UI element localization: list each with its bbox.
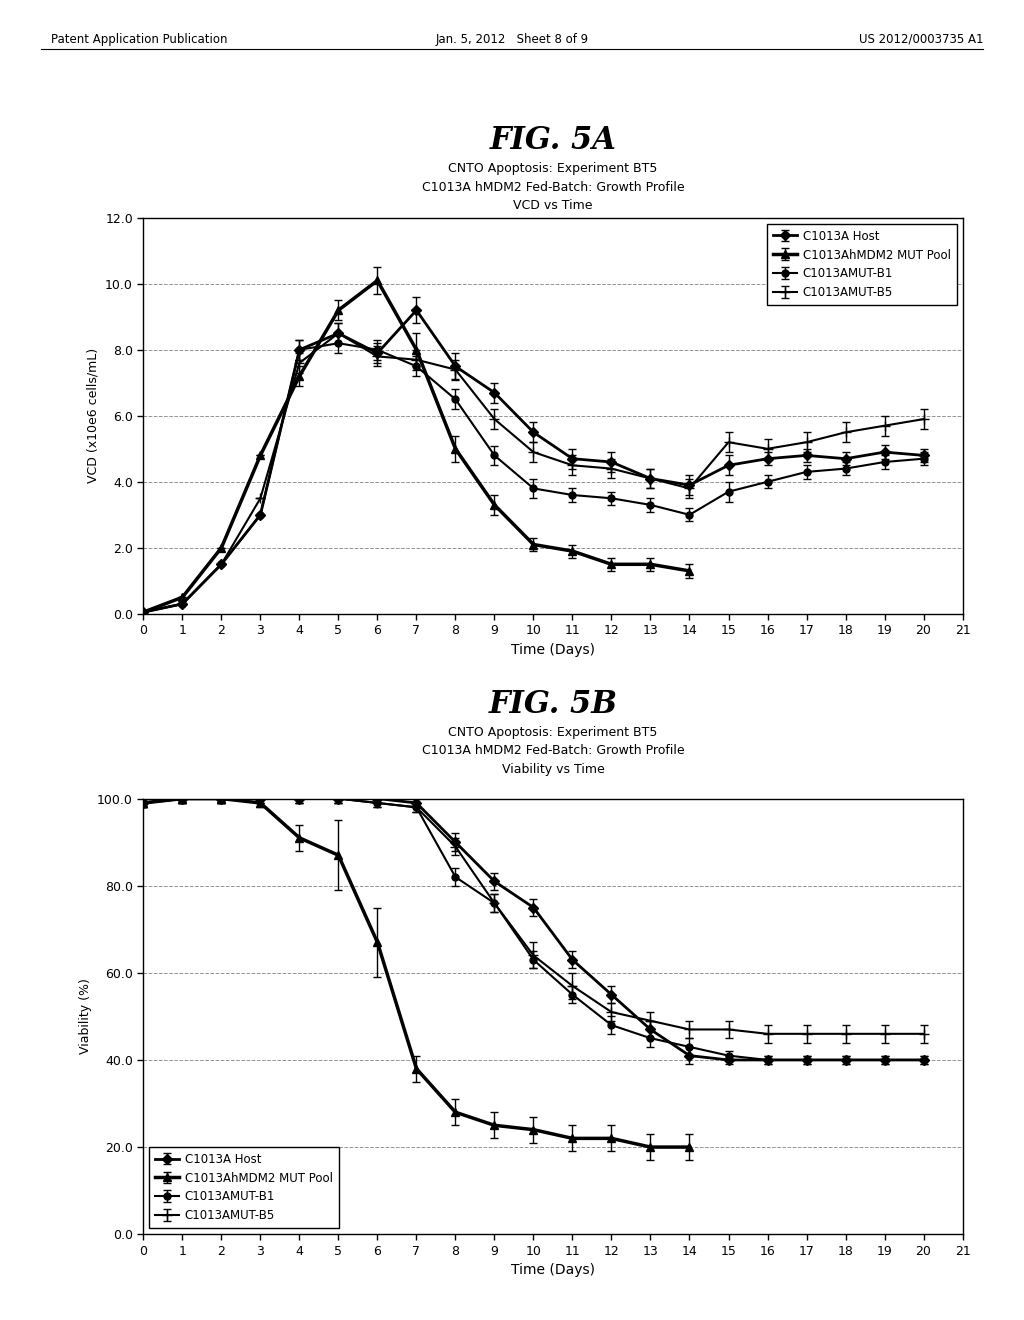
Text: CNTO Apoptosis: Experiment BT5: CNTO Apoptosis: Experiment BT5 [449,726,657,739]
Text: C1013A hMDM2 Fed-Batch: Growth Profile: C1013A hMDM2 Fed-Batch: Growth Profile [422,744,684,758]
Text: Patent Application Publication: Patent Application Publication [51,33,227,46]
Text: C1013A hMDM2 Fed-Batch: Growth Profile: C1013A hMDM2 Fed-Batch: Growth Profile [422,181,684,194]
Text: US 2012/0003735 A1: US 2012/0003735 A1 [858,33,983,46]
Text: CNTO Apoptosis: Experiment BT5: CNTO Apoptosis: Experiment BT5 [449,162,657,176]
Legend: C1013A Host, C1013AhMDM2 MUT Pool, C1013AMUT-B1, C1013AMUT-B5: C1013A Host, C1013AhMDM2 MUT Pool, C1013… [767,223,956,305]
Text: Viability vs Time: Viability vs Time [502,763,604,776]
Y-axis label: Viability (%): Viability (%) [79,978,91,1055]
Legend: C1013A Host, C1013AhMDM2 MUT Pool, C1013AMUT-B1, C1013AMUT-B5: C1013A Host, C1013AhMDM2 MUT Pool, C1013… [150,1147,339,1229]
Text: VCD vs Time: VCD vs Time [513,199,593,213]
Text: FIG. 5A: FIG. 5A [489,125,616,156]
X-axis label: Time (Days): Time (Days) [511,1263,595,1278]
Text: Jan. 5, 2012   Sheet 8 of 9: Jan. 5, 2012 Sheet 8 of 9 [435,33,589,46]
X-axis label: Time (Days): Time (Days) [511,643,595,657]
Text: FIG. 5B: FIG. 5B [488,689,617,719]
Y-axis label: VCD (x10e6 cells/mL): VCD (x10e6 cells/mL) [86,348,99,483]
